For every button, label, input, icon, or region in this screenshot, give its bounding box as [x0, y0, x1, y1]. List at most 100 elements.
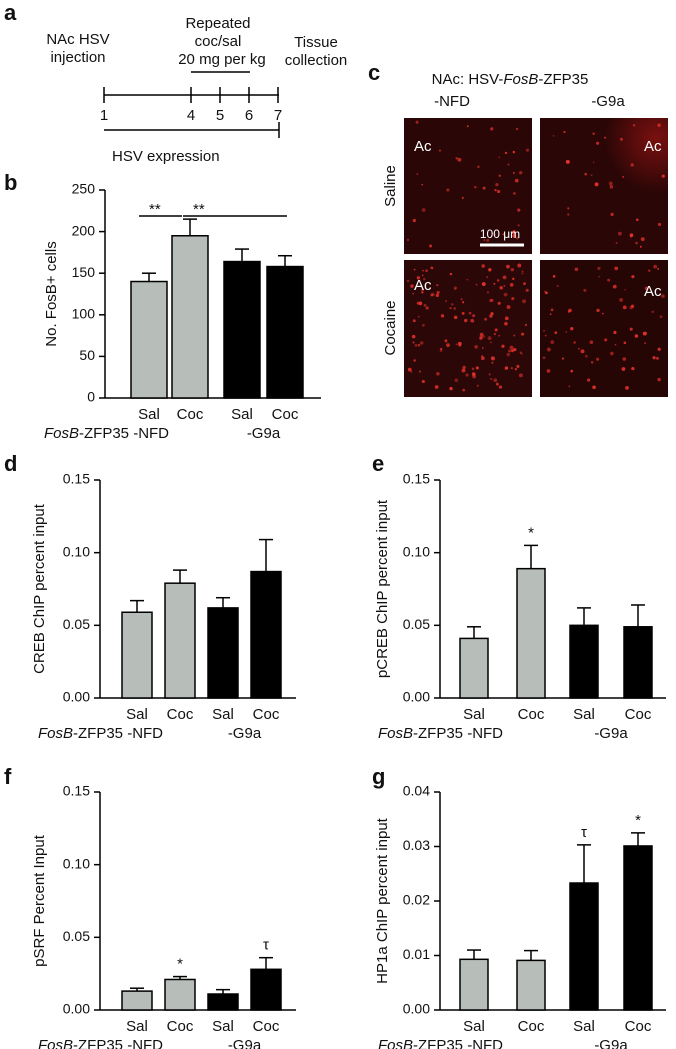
fluorescent-cell — [565, 330, 568, 333]
fluorescent-cell — [584, 354, 588, 358]
fluorescent-cell — [561, 357, 565, 360]
fluorescent-cell — [457, 157, 462, 162]
timeline-label: Repeated — [185, 15, 250, 32]
x-tick-label: Coc — [253, 1018, 280, 1035]
fluorescent-cell — [486, 276, 489, 279]
row-label: Cocaine — [382, 300, 399, 355]
bar — [121, 990, 153, 1011]
fluorescent-cell — [651, 310, 655, 314]
fluorescent-cell — [642, 331, 647, 336]
bar — [459, 637, 489, 699]
y-tick-label: 0.00 — [63, 689, 90, 705]
x-tick-label: Coc — [167, 1018, 194, 1035]
fluorescent-cell — [421, 274, 424, 277]
fluorescent-cell — [525, 288, 529, 292]
fluorescent-cell — [554, 331, 558, 334]
fluorescent-cell — [563, 130, 566, 134]
group-label-part: -ZFP35 -NFD — [79, 425, 169, 442]
fluorescent-cell — [412, 292, 415, 295]
fluorescent-cell — [454, 378, 459, 383]
fluorescent-cell — [502, 233, 505, 236]
fluorescent-cell — [412, 341, 415, 344]
fluorescent-cell — [436, 371, 440, 376]
fluorescent-cell — [515, 127, 519, 131]
timeline-label: collection — [285, 52, 348, 69]
fluorescent-cell — [422, 323, 425, 327]
fluorescent-cell — [619, 297, 624, 302]
fluorescent-cell — [449, 272, 453, 276]
y-tick-label: 0.00 — [403, 689, 430, 705]
bar — [207, 993, 239, 1011]
region-label: Ac — [644, 138, 662, 155]
fluorescent-cell — [655, 356, 659, 360]
group-label: -G9a — [594, 1037, 628, 1049]
fluorescent-cell — [479, 336, 483, 340]
y-tick-label: 0 — [87, 389, 95, 405]
day-label: 5 — [216, 107, 224, 124]
fluorescent-cell — [550, 340, 555, 344]
fluorescent-cell — [503, 292, 508, 297]
fluorescent-cell — [488, 373, 491, 376]
bar — [459, 958, 489, 1011]
fluorescent-cell — [462, 365, 466, 370]
significance-label: ** — [193, 201, 205, 218]
fluorescent-cell — [517, 224, 520, 227]
fluorescent-cell — [521, 270, 524, 273]
y-axis-label: pSRF Percent Input — [31, 834, 48, 967]
fluorescent-cell — [613, 330, 617, 335]
fluorescent-cell — [406, 238, 410, 242]
fluorescent-cell — [597, 266, 601, 271]
fluorescent-cell — [413, 359, 416, 362]
fluorescent-cell — [465, 373, 469, 377]
fluorescent-cell — [632, 124, 636, 127]
fluorescent-cell — [615, 242, 618, 245]
x-tick-label: Coc — [253, 706, 280, 723]
bar — [121, 611, 153, 699]
y-tick-label: 0.05 — [403, 616, 430, 632]
fluorescent-cell — [514, 178, 519, 183]
micrograph — [404, 118, 668, 397]
fluorescent-cell — [490, 127, 494, 131]
fluorescent-cell — [421, 208, 426, 212]
x-tick-label: Coc — [177, 406, 204, 423]
title-part: NAc: HSV- — [432, 71, 504, 88]
y-tick-label: 0.05 — [63, 616, 90, 632]
region-label: Ac — [414, 138, 432, 155]
fluorescent-cell — [496, 279, 500, 282]
y-axis-label: No. FosB+ cells — [43, 241, 60, 346]
fluorescent-cell — [493, 378, 498, 383]
fluorescent-cell — [477, 165, 480, 169]
fluorescent-cell — [580, 349, 585, 354]
group-label: FosB-ZFP35 -NFD — [378, 725, 503, 742]
bar — [569, 882, 599, 1011]
fluorescent-cell — [414, 344, 418, 347]
fluorescent-cell — [491, 361, 494, 364]
y-axis-label: HP1a ChIP percent input — [374, 817, 391, 983]
fluorescent-cell — [504, 151, 508, 155]
fluorescent-cell — [472, 314, 476, 318]
fluorescent-cell — [495, 183, 499, 187]
x-tick-label: Sal — [463, 1018, 485, 1035]
fluorescent-cell — [568, 385, 571, 388]
group-label-part: -ZFP35 -NFD — [413, 1037, 503, 1049]
fluorescent-cell — [607, 278, 611, 282]
fluorescent-cell — [610, 351, 614, 356]
fluorescent-cell — [445, 300, 447, 303]
fluorescent-cell — [494, 328, 498, 332]
fluorescent-cell — [512, 277, 515, 281]
fluorescent-cell — [549, 313, 552, 316]
significance-marker: * — [635, 812, 641, 829]
fluorescent-cell — [481, 347, 484, 349]
fluorescent-cell — [416, 173, 419, 176]
fluorescent-cell — [454, 288, 456, 290]
micrograph-image — [540, 118, 668, 254]
panel-letter: c — [368, 60, 380, 85]
fluorescent-cell — [521, 332, 525, 336]
y-tick-label: 200 — [72, 222, 96, 238]
bar — [569, 624, 599, 699]
fluorescent-cell — [596, 308, 600, 313]
fluorescent-cell — [517, 208, 521, 212]
fluorescent-cell — [631, 275, 635, 279]
fluorescent-cell — [543, 329, 545, 332]
fluorescent-cell — [512, 234, 517, 238]
